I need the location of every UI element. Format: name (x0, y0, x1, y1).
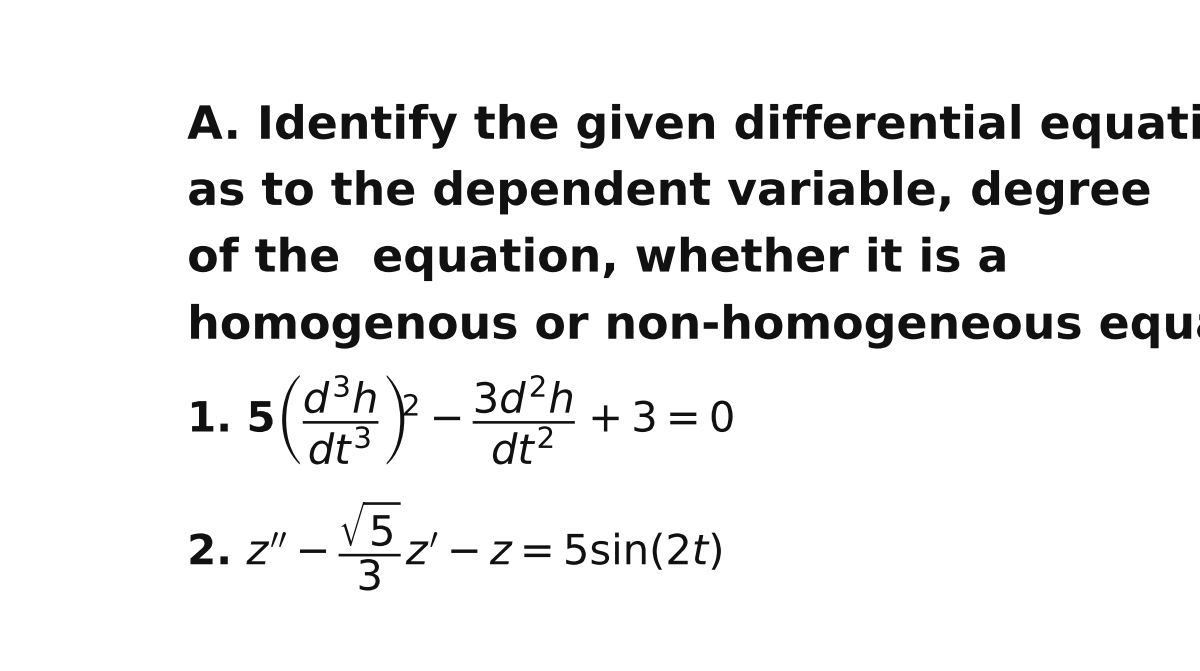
Text: 1. 5$\left(\dfrac{d^3h}{dt^3}\right)^{\!\!2} - \dfrac{3d^2h}{dt^2} + 3 = 0$: 1. 5$\left(\dfrac{d^3h}{dt^3}\right)^{\!… (187, 372, 736, 468)
Text: as to the dependent variable, degree: as to the dependent variable, degree (187, 170, 1153, 215)
Text: 2. $z'' - \dfrac{\sqrt{5}}{3}z' - z = 5\sin(2t)$: 2. $z'' - \dfrac{\sqrt{5}}{3}z' - z = 5\… (187, 497, 722, 594)
Text: A. Identify the given differential equation: A. Identify the given differential equat… (187, 104, 1200, 149)
Text: of the  equation, whether it is a: of the equation, whether it is a (187, 237, 1010, 282)
Text: homogenous or non-homogeneous equation,: homogenous or non-homogeneous equation, (187, 304, 1200, 349)
